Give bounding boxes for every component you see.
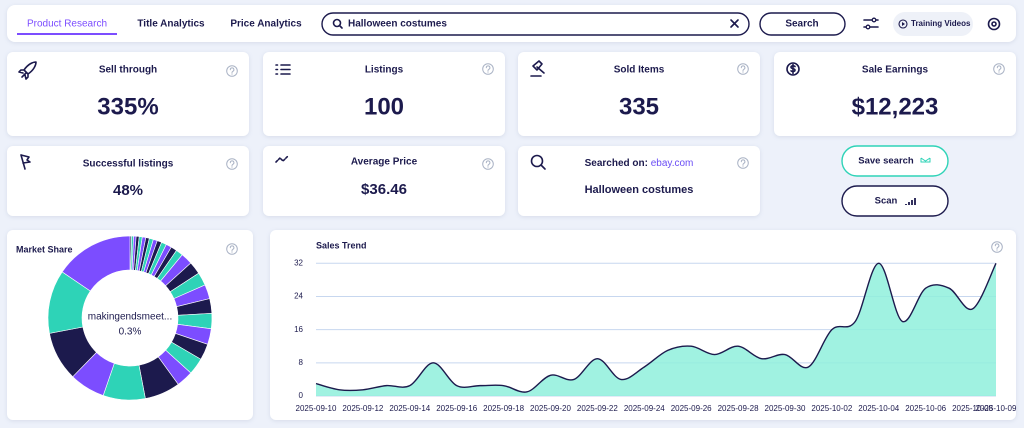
y-tick-label: 16 [294,325,303,334]
x-tick-label: 2025-10-02 [811,404,852,413]
stat-value: 335 [619,93,659,120]
x-tick-label: 2025-10-09 [976,404,1017,413]
flag-icon [20,154,31,170]
search-box[interactable] [321,12,750,36]
search-button-label[interactable]: Search [785,19,818,30]
signal-icon [905,198,916,205]
searched-on: Searched on: ebay.com [585,158,694,169]
search-button[interactable] [759,12,846,36]
stat-value: $12,223 [852,93,939,120]
stat-title: Sold Items [614,65,665,76]
filter-icon [865,24,871,30]
filter-icon [871,17,877,23]
x-tick-label: 2025-10-08 [952,404,993,413]
searched-on-card [518,146,760,216]
stat-title: Average Price [351,157,418,168]
x-tick-label: 2025-09-22 [577,404,618,413]
stat-title: Sale Earnings [862,65,929,76]
searched-query: Halloween costumes [585,184,694,196]
training-videos-label[interactable]: Training Videos [911,19,971,28]
scan-label[interactable]: Scan [875,196,898,207]
x-tick-label: 2025-09-16 [436,404,477,413]
stat-value: 100 [364,93,404,120]
stat-card [518,52,760,136]
tab-underline [17,33,117,35]
x-tick-label: 2025-09-28 [718,404,759,413]
rocket-icon [18,61,37,80]
magnifier-icon [530,154,544,168]
searched-on-label: Searched on: [585,158,648,169]
x-tick-label: 2025-09-24 [624,404,665,413]
play-icon [902,22,905,26]
save-icon [920,157,931,163]
search-icon [338,24,343,29]
dollar-icon [786,62,800,76]
search-icon [332,18,342,28]
stat-value: 335% [97,93,158,120]
scan-button[interactable] [841,185,949,217]
searched-on-site[interactable]: ebay.com [651,158,694,169]
chart-title: Sales Trend [316,240,367,250]
x-tick-label: 2025-09-20 [530,404,571,413]
x-tick-label: 2025-09-14 [389,404,430,413]
x-tick-label: 2025-09-30 [765,404,806,413]
list-icon [275,64,291,75]
y-tick-label: 24 [294,292,303,301]
tab[interactable]: Title Analytics [137,19,205,30]
search-query[interactable]: Halloween costumes [348,19,447,30]
y-tick-label: 8 [299,358,304,367]
clear-icon[interactable] [730,19,739,28]
center-label: makingendsmeet... [88,312,173,323]
trend-icon [275,155,289,163]
stat-title: Listings [365,65,404,76]
y-tick-label: 32 [294,258,303,267]
tab-active[interactable]: Product Research [27,19,107,30]
stat-value: 48% [113,182,143,199]
area [316,263,996,396]
stat-card [7,146,249,216]
play-icon [898,19,908,29]
gavel-icon [530,60,545,77]
stat-value: $36.46 [361,181,407,198]
stat-card [263,52,505,136]
line [315,262,997,393]
pie-slice [61,235,131,292]
settings-icon[interactable] [987,17,1001,31]
x-tick-label: 2025-09-26 [671,404,712,413]
stat-card [774,52,1016,136]
x-tick-label: 2025-09-18 [483,404,524,413]
dollar-icon [790,63,796,75]
tab[interactable]: Price Analytics [230,19,302,30]
x-tick-label: 2025-09-12 [342,404,383,413]
x-tick-label: 2025-10-04 [858,404,899,413]
stat-title: Sell through [99,65,157,76]
save-search-button[interactable] [841,145,949,177]
y-tick-label: 0 [299,391,304,400]
center-value: 0.3% [119,327,142,338]
settings-icon [991,21,997,27]
x-tick-label: 2025-10-06 [905,404,946,413]
stat-card [263,146,505,216]
magnifier-icon [540,164,546,170]
save-search-label[interactable]: Save search [858,156,914,167]
training-videos-button[interactable] [893,12,973,36]
x-tick-label: 2025-09-10 [296,404,337,413]
stat-card [7,52,249,136]
chart-title: Market Share [16,244,73,254]
stat-title: Successful listings [83,159,174,170]
